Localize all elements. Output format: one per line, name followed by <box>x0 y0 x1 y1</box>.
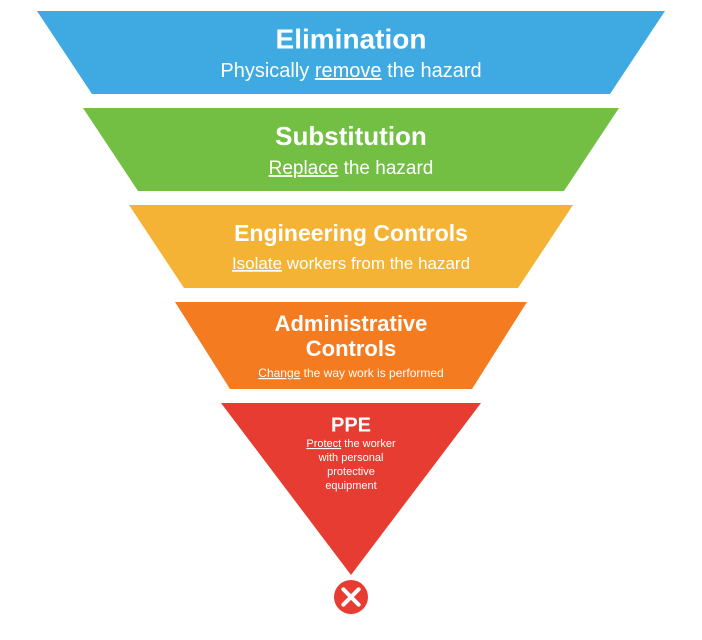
level-engineering: Engineering Controls Isolate workers from… <box>129 205 573 288</box>
level-title-administrative-line2: Controls <box>306 336 396 361</box>
level-sub-ppe-2: with personal <box>318 452 384 464</box>
level-title-administrative-line1: Administrative <box>275 311 428 336</box>
level-sub-ppe-4: equipment <box>325 480 376 492</box>
level-title-ppe: PPE <box>331 414 371 436</box>
level-title-substitution: Substitution <box>275 121 427 151</box>
level-sub-ppe-1: Protect the worker <box>306 438 396 450</box>
level-elimination: Elimination Physically remove the hazard <box>37 11 665 94</box>
level-substitution: Substitution Replace the hazard <box>83 108 619 191</box>
level-administrative: AdministrativeControls Change the way wor… <box>175 302 527 389</box>
level-title-elimination: Elimination <box>276 23 427 54</box>
level-sub-engineering: Isolate workers from the hazard <box>232 254 470 273</box>
level-sub-administrative: Change the way work is performed <box>258 366 443 380</box>
level-shape-engineering <box>129 205 573 288</box>
level-sub-elimination: Physically remove the hazard <box>220 60 481 82</box>
hierarchy-of-controls-diagram: Elimination Physically remove the hazard S… <box>0 0 702 640</box>
level-ppe: PPE Protect the worker with personal protec… <box>221 403 481 575</box>
level-sub-substitution: Replace the hazard <box>269 158 434 179</box>
close-icon <box>334 580 368 614</box>
level-sub-ppe-3: protective <box>327 466 375 478</box>
level-title-engineering: Engineering Controls <box>234 220 468 246</box>
